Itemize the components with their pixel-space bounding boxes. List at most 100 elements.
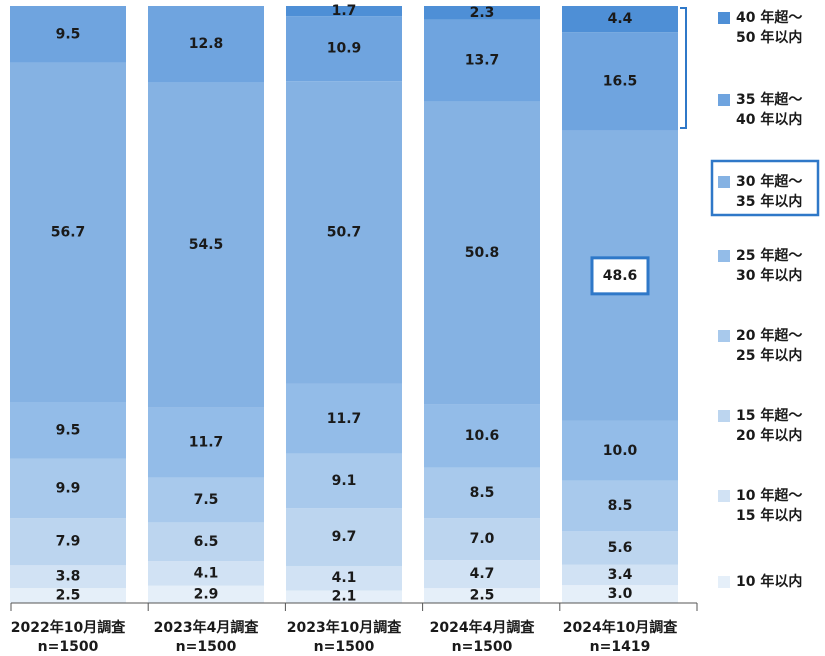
- legend-swatch: [718, 330, 730, 342]
- legend-label: 15 年以内: [736, 507, 802, 524]
- legend-swatch: [718, 490, 730, 502]
- legend-swatch: [718, 176, 730, 188]
- bar-segment: [286, 16, 402, 82]
- data-label: 2.9: [194, 586, 219, 602]
- data-label: 9.1: [332, 473, 357, 489]
- legend-highlight-box: [710, 159, 820, 217]
- data-label: 3.8: [56, 569, 81, 585]
- x-axis: 2022年10月調査 n=1500 2023年4月調査 n=1500 2023年10月調…: [10, 602, 698, 655]
- bar-segment: [424, 404, 540, 468]
- bar-segment: [286, 590, 402, 603]
- bar-segment: [10, 6, 126, 63]
- bar-segment: [424, 588, 540, 603]
- data-label: 7.0: [470, 531, 495, 547]
- bar-segment: [148, 82, 264, 408]
- legend-label: 30 年超～: [736, 173, 802, 190]
- bar-segment: [10, 565, 126, 589]
- bar-segment: [424, 19, 540, 102]
- bar-segment: [286, 6, 402, 17]
- bar-segment: [562, 585, 678, 603]
- legend-swatch: [718, 576, 730, 588]
- data-label: 8.5: [608, 498, 633, 514]
- data-label: 2.1: [332, 589, 357, 605]
- legend-label: 10 年超～: [736, 487, 802, 504]
- data-label: 11.7: [189, 435, 224, 451]
- data-label: 10.9: [327, 41, 362, 57]
- data-label: 9.5: [56, 26, 81, 42]
- legend-swatch: [718, 94, 730, 106]
- bar-segment: [148, 477, 264, 523]
- bar-segment: [148, 522, 264, 562]
- legend-label: 10 年以内: [736, 573, 802, 590]
- data-label: 11.7: [327, 411, 362, 427]
- category-label: 2023年10月調査: [287, 619, 402, 636]
- data-label: 2.5: [56, 588, 81, 604]
- bar-segment: [562, 564, 678, 586]
- data-label: 6.5: [194, 534, 219, 550]
- legend-swatch: [718, 12, 730, 24]
- data-label: 3.0: [608, 586, 633, 602]
- bar-segment: [424, 6, 540, 20]
- category-sample-size: n=1500: [176, 639, 237, 655]
- legend-label: 20 年超～: [736, 327, 802, 344]
- data-label: 56.7: [51, 224, 86, 240]
- bar-segment: [424, 518, 540, 561]
- bar-segment: [424, 467, 540, 519]
- data-label: 48.6: [603, 268, 638, 284]
- bar-segment: [286, 565, 402, 591]
- legend-label: 30 年以内: [736, 267, 802, 284]
- data-label: 16.5: [603, 74, 638, 90]
- legend-label: 40 年超～: [736, 9, 802, 26]
- segment-labels-layer: 2.5 3.8 7.9 9.9 9.5 56.7 9.5 2.9 4.1 6.5 7.5 11.7 54…: [51, 3, 650, 605]
- bar-segment: [10, 518, 126, 566]
- data-label: 10.6: [465, 428, 500, 444]
- category-label: 2022年10月調査: [11, 619, 126, 636]
- data-label: 7.5: [194, 492, 219, 508]
- highlight-box: [590, 256, 650, 296]
- legend: 40 年超～ 50 年以内 35 年超～ 40 年以内 30 年超～ 35 年以内 25 年…: [680, 7, 820, 590]
- data-label: 4.7: [470, 566, 495, 582]
- category-label: 2024年4月調査: [430, 619, 536, 636]
- bar-segment: [424, 560, 540, 589]
- data-label: 2.3: [470, 5, 495, 21]
- group-bracket: [680, 7, 687, 129]
- legend-label: 20 年以内: [736, 427, 802, 444]
- bar-segment: [286, 453, 402, 509]
- category-sample-size: n=1419: [590, 639, 651, 655]
- category-sample-size: n=1500: [38, 639, 99, 655]
- category-label: 2024年10月調査: [563, 619, 678, 636]
- data-label: 10.0: [603, 443, 638, 459]
- bar-segment: [148, 6, 264, 83]
- bar-segment: [424, 101, 540, 405]
- bar-segment: [562, 6, 678, 33]
- legend-label: 35 年超～: [736, 91, 802, 108]
- bar-segment: [286, 383, 402, 454]
- data-label: 4.1: [194, 565, 219, 581]
- legend-label: 40 年以内: [736, 111, 802, 128]
- data-label: 50.7: [327, 225, 362, 241]
- category-sample-size: n=1500: [314, 639, 375, 655]
- data-label: 3.4: [608, 567, 633, 583]
- bar-segment: [148, 407, 264, 478]
- legend-label: 25 年超～: [736, 247, 802, 264]
- data-label: 2.5: [470, 588, 495, 604]
- bar-segment: [10, 458, 126, 519]
- bar-segment: [148, 585, 264, 603]
- data-label: 50.8: [465, 245, 500, 261]
- bar-segment: [562, 420, 678, 481]
- bar-segment: [10, 588, 126, 603]
- data-label: 7.9: [56, 534, 81, 550]
- data-label: 12.8: [189, 36, 224, 52]
- category-sample-size: n=1500: [452, 639, 513, 655]
- data-label: 9.7: [332, 529, 357, 545]
- data-label: 8.5: [470, 485, 495, 501]
- bar-segment: [148, 561, 264, 586]
- bar-segment: [562, 480, 678, 532]
- legend-label: 50 年以内: [736, 29, 802, 46]
- data-label: 54.5: [189, 237, 224, 253]
- legend-swatch: [718, 410, 730, 422]
- data-label: 9.5: [56, 422, 81, 438]
- bar-segment: [286, 508, 402, 566]
- bar-segment: [562, 32, 678, 131]
